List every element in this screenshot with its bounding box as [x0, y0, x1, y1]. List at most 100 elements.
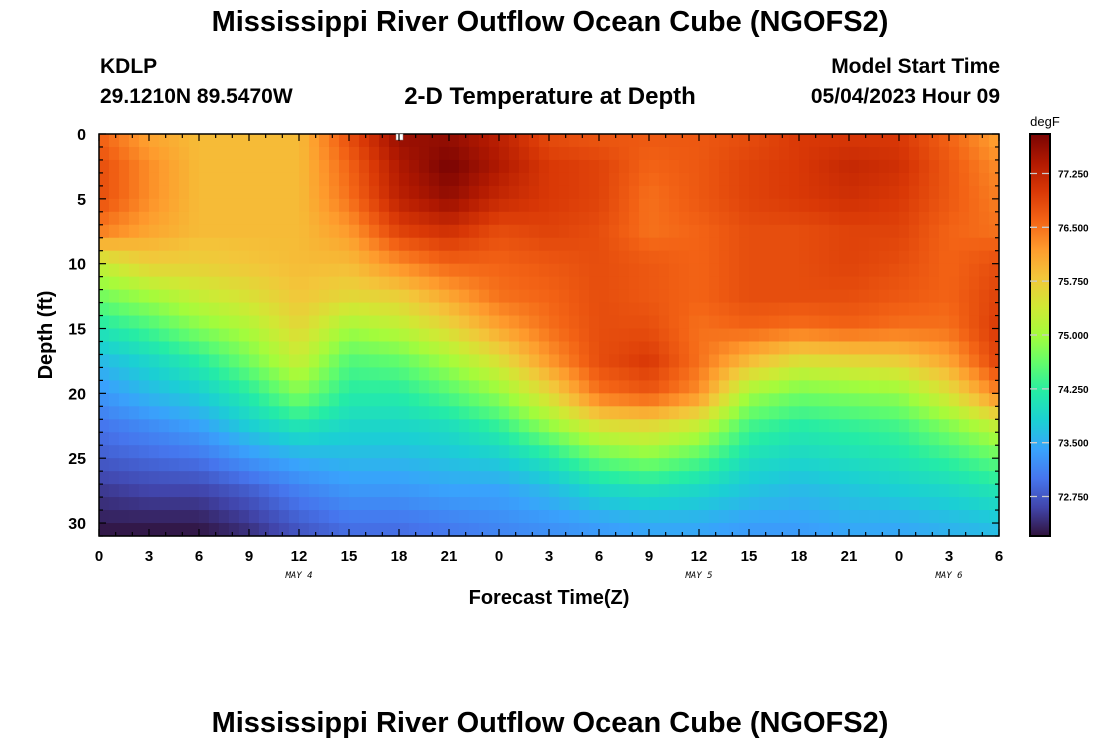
heatmap-cell [869, 159, 880, 174]
heatmap-cell [719, 172, 730, 187]
heatmap-cell [909, 367, 920, 381]
heatmap-cell [219, 510, 230, 524]
heatmap-cell [509, 211, 520, 226]
heatmap-cell [189, 380, 200, 394]
colorbar-tick-label: 77.250 [1058, 169, 1089, 180]
heatmap-cell [479, 237, 490, 252]
heatmap-cell [829, 328, 840, 343]
heatmap-cell [199, 445, 210, 459]
heatmap-cell [179, 432, 190, 446]
heatmap-cell [389, 432, 400, 446]
heatmap-cell [269, 367, 280, 381]
heatmap-cell [219, 276, 230, 291]
heatmap-cell [939, 224, 950, 239]
heatmap-cell [99, 341, 110, 356]
heatmap-cell [519, 484, 530, 498]
heatmap-cell [849, 237, 860, 252]
heatmap-cell [429, 432, 440, 446]
heatmap-cell [799, 484, 810, 498]
heatmap-cell [629, 484, 640, 498]
heatmap-cell [909, 211, 920, 226]
heatmap-cell [959, 445, 970, 459]
heatmap-cell [729, 445, 740, 459]
heatmap-cell [349, 224, 360, 239]
heatmap-cell [179, 211, 190, 226]
heatmap-cell [389, 302, 400, 317]
heatmap-cell [769, 224, 780, 239]
heatmap-cell [469, 146, 480, 161]
heatmap-cell [189, 445, 200, 459]
heatmap-cell [299, 134, 310, 148]
heatmap-cell [739, 380, 750, 394]
heatmap-cell [379, 406, 390, 420]
heatmap-cell [269, 380, 280, 394]
heatmap-cell [329, 432, 340, 446]
heatmap-cell [399, 406, 410, 420]
heatmap-cell [279, 185, 290, 200]
heatmap-cell [609, 380, 620, 394]
heatmap-cell [639, 497, 650, 511]
heatmap-cell [509, 237, 520, 252]
heatmap-cell [819, 393, 830, 407]
heatmap-cell [369, 523, 380, 537]
heatmap-cell [319, 510, 330, 524]
day-label: MAY 5 [684, 571, 712, 581]
heatmap-cell [99, 367, 110, 381]
heatmap-cell [539, 198, 550, 213]
heatmap-cell [909, 159, 920, 174]
heatmap-cell [759, 432, 770, 446]
heatmap-cell [639, 510, 650, 524]
heatmap-cell [879, 185, 890, 200]
heatmap-cell [829, 276, 840, 291]
heatmap-cell [959, 276, 970, 291]
heatmap-cell [679, 484, 690, 498]
heatmap-cell [539, 523, 550, 537]
heatmap-cell [619, 419, 630, 433]
y-tick-label: 25 [68, 451, 86, 468]
heatmap-cell [109, 367, 120, 381]
heatmap-cell [139, 211, 150, 226]
heatmap-cell [499, 276, 510, 291]
heatmap-cell [969, 172, 980, 187]
heatmap-cell [529, 380, 540, 394]
heatmap-cell [319, 328, 330, 343]
heatmap-cell [429, 237, 440, 252]
heatmap-cell [919, 198, 930, 213]
heatmap-cell [599, 159, 610, 174]
heatmap-cell [139, 315, 150, 330]
heatmap-cell [209, 237, 220, 252]
heatmap-cell [469, 328, 480, 343]
heatmap-cell [899, 484, 910, 498]
heatmap-cell [399, 211, 410, 226]
heatmap-cell [529, 510, 540, 524]
heatmap-cell [939, 484, 950, 498]
heatmap-cell [969, 419, 980, 433]
heatmap-cell [549, 172, 560, 187]
heatmap-cell [619, 159, 630, 174]
heatmap-cell [869, 510, 880, 524]
heatmap-cell [449, 211, 460, 226]
heatmap-cell [669, 211, 680, 226]
heatmap-cell [109, 523, 120, 537]
heatmap-cell [469, 419, 480, 433]
heatmap-cell [349, 510, 360, 524]
heatmap-cell [689, 172, 700, 187]
heatmap-cell [449, 393, 460, 407]
heatmap-cell [129, 134, 140, 148]
heatmap-cell [139, 250, 150, 265]
heatmap-cell [879, 263, 890, 278]
heatmap-cell [909, 406, 920, 420]
heatmap-cell [809, 445, 820, 459]
heatmap-cell [219, 432, 230, 446]
heatmap-cell [929, 250, 940, 265]
heatmap-cell [679, 159, 690, 174]
heatmap-cell [349, 315, 360, 330]
heatmap-cell [919, 367, 930, 381]
heatmap-cell [209, 341, 220, 356]
heatmap-cell [639, 471, 650, 485]
heatmap-cell [969, 224, 980, 239]
heatmap-cell [949, 276, 960, 291]
heatmap-cell [649, 185, 660, 200]
heatmap-cell [419, 146, 430, 161]
heatmap-cell [769, 159, 780, 174]
